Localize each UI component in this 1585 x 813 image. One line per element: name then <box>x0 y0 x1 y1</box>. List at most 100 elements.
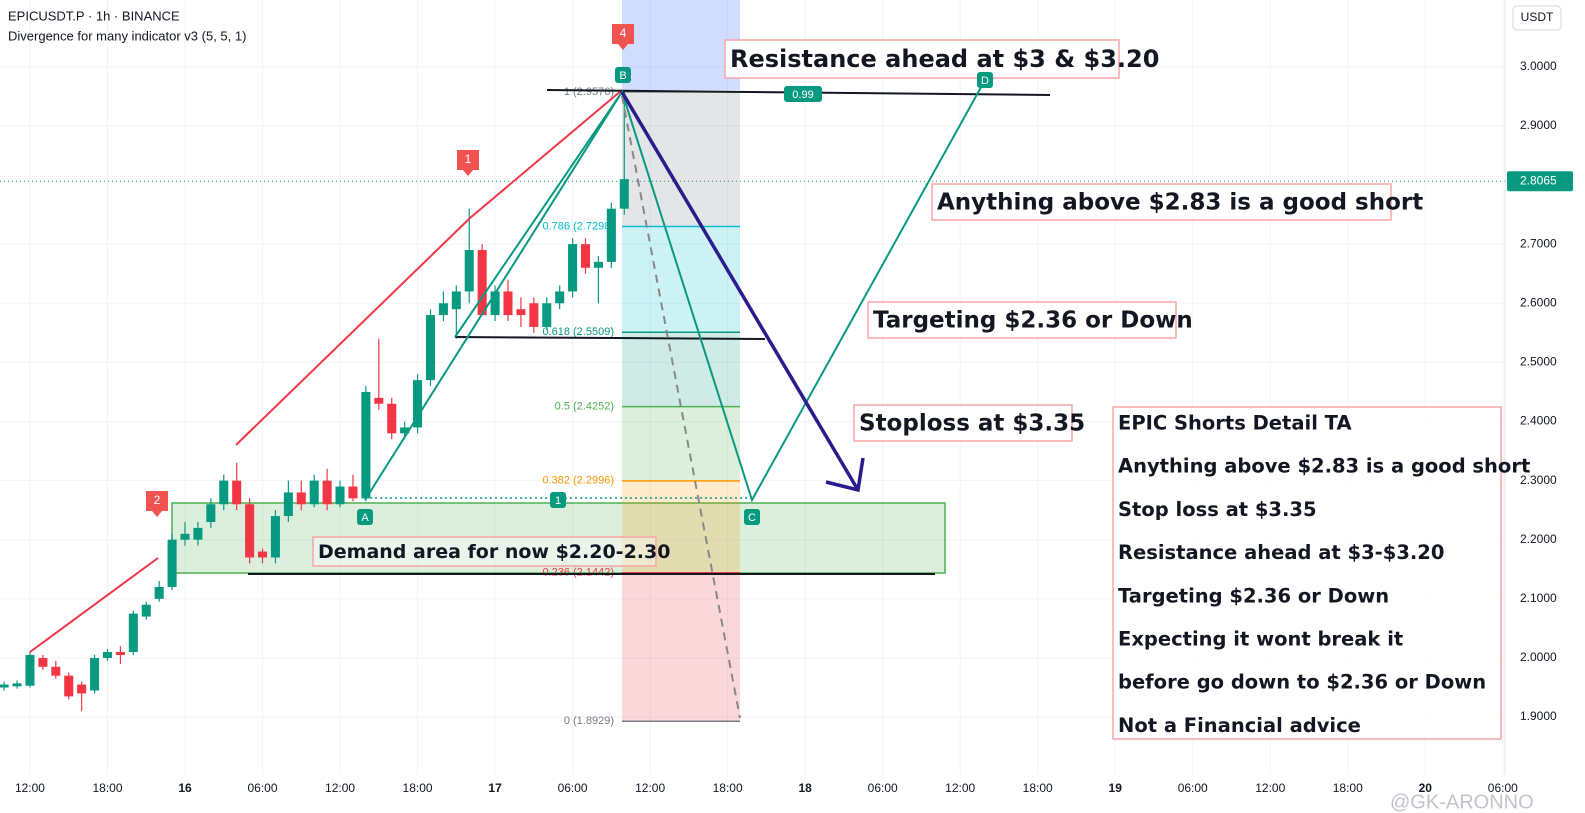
current-price-badge <box>1507 171 1573 192</box>
info-box <box>1112 406 1502 740</box>
price-axis <box>1505 0 1585 813</box>
candle-body <box>580 244 591 268</box>
candle-body <box>0 684 9 688</box>
currency-box <box>1512 5 1562 31</box>
candle-body <box>258 551 268 558</box>
point-label: 1 <box>555 495 561 507</box>
x-tick-label: 06:00 <box>868 781 898 795</box>
info-line: Expecting it wont break it <box>1118 628 1403 651</box>
fib-zone <box>622 332 740 407</box>
candle-body <box>309 480 319 505</box>
candle-body <box>12 683 22 687</box>
candle-body <box>516 309 526 316</box>
info-line: Resistance ahead at $3-$3.20 <box>1118 541 1444 564</box>
candle-body <box>400 427 410 434</box>
annotation: Stoploss at $3.35 <box>859 411 1085 437</box>
y-tick-label: 2.3000 <box>1520 473 1557 487</box>
candle-body <box>296 492 306 505</box>
x-tick-label: 06:00 <box>558 781 588 795</box>
signal-pin <box>146 491 168 517</box>
candle-body <box>451 291 461 310</box>
candle-body <box>245 504 255 558</box>
candle-body <box>593 261 603 268</box>
point-label: A <box>361 512 369 524</box>
annotation-box <box>931 183 1392 221</box>
x-tick-label: 18:00 <box>1023 781 1053 795</box>
trend-line <box>29 557 159 653</box>
indicator: Divergence for many indicator v3 (5, 5, … <box>8 28 246 43</box>
y-tick-label: 2.5000 <box>1520 355 1557 369</box>
candle-body <box>206 504 216 522</box>
fib-label: 1 (2.9576) <box>564 86 614 98</box>
candle-body <box>38 657 48 667</box>
candle-body <box>128 613 138 653</box>
arrow-line <box>620 91 860 491</box>
point-badge <box>784 86 822 102</box>
point-badge <box>550 492 566 508</box>
y-tick-label: 2.9000 <box>1520 118 1557 132</box>
info-line: Stop loss at $3.35 <box>1118 498 1317 521</box>
candle-body <box>25 654 35 686</box>
candle-body <box>464 250 474 292</box>
fib-label: 0.618 (2.5509) <box>542 326 614 338</box>
candle-body <box>619 179 629 209</box>
fib-zone <box>622 480 740 573</box>
candle-body <box>232 480 242 505</box>
signal-label: 1 <box>465 152 472 166</box>
candle-body <box>115 652 125 655</box>
fib-zone <box>622 91 740 227</box>
point-label: B <box>619 70 626 82</box>
xabcd-pattern <box>364 79 986 503</box>
signal-pin <box>612 24 634 50</box>
x-tick-label: 18:00 <box>713 781 743 795</box>
candle-body <box>180 533 190 540</box>
candle-body <box>102 652 113 658</box>
x-tick-label: 18:00 <box>403 781 433 795</box>
fib-label: 0.5 (2.4252) <box>555 401 614 413</box>
point-label: 0.99 <box>792 89 813 101</box>
point-badge <box>977 72 993 88</box>
x-tick-label: 06:00 <box>1488 781 1518 795</box>
x-tick-label: 12:00 <box>635 781 665 795</box>
annotation-box <box>312 536 657 567</box>
candle-body <box>542 303 552 327</box>
xabcd-pattern <box>454 91 623 338</box>
fib-label: 0.382 (2.2996) <box>542 475 614 487</box>
y-tick-label: 3.0000 <box>1520 59 1557 73</box>
candles-layer <box>0 92 629 712</box>
x-tick-label: 06:00 <box>248 781 278 795</box>
x-tick-label: 06:00 <box>1178 781 1208 795</box>
annotation: Targeting $2.36 or Down <box>873 308 1193 334</box>
x-tick-label: 12:00 <box>15 781 45 795</box>
info-line: Anything above $2.83 is a good short <box>1118 455 1530 478</box>
demand-zone <box>171 502 946 574</box>
y-tick-label: 2.6000 <box>1520 295 1557 309</box>
candle-body <box>64 675 74 697</box>
level-line <box>454 336 766 340</box>
annotation-box <box>724 39 1120 79</box>
y-tick-label: 2.2000 <box>1520 532 1557 546</box>
fib-layer: 1 (2.9576) 0.786 (2.7298) 0.618 (2.5509) 0.… <box>542 86 740 727</box>
candle-body <box>348 486 358 499</box>
currency: USDT <box>1521 10 1554 24</box>
fib-zone <box>622 406 740 481</box>
candle-body <box>193 527 203 540</box>
position-box <box>622 0 740 90</box>
signal-label: 2 <box>154 493 161 507</box>
info-line: EPIC Shorts Detail TA <box>1118 412 1352 435</box>
candle-body <box>425 315 436 381</box>
x-tick-label: 16 <box>178 781 192 795</box>
arrow-head <box>825 457 865 493</box>
candle-body <box>90 657 100 691</box>
x-tick-label: 18:00 <box>92 781 122 795</box>
annotation: Anything above $2.83 is a good short <box>937 190 1423 216</box>
info-line: before go down to $2.36 or Down <box>1118 671 1486 694</box>
trend-line <box>235 89 623 446</box>
y-tick-label: 2.1000 <box>1520 591 1557 605</box>
candle-body <box>154 587 164 599</box>
signal-label: 4 <box>620 26 627 40</box>
candle-body <box>167 539 177 588</box>
point-badge <box>357 509 373 525</box>
candle-body <box>77 684 87 694</box>
